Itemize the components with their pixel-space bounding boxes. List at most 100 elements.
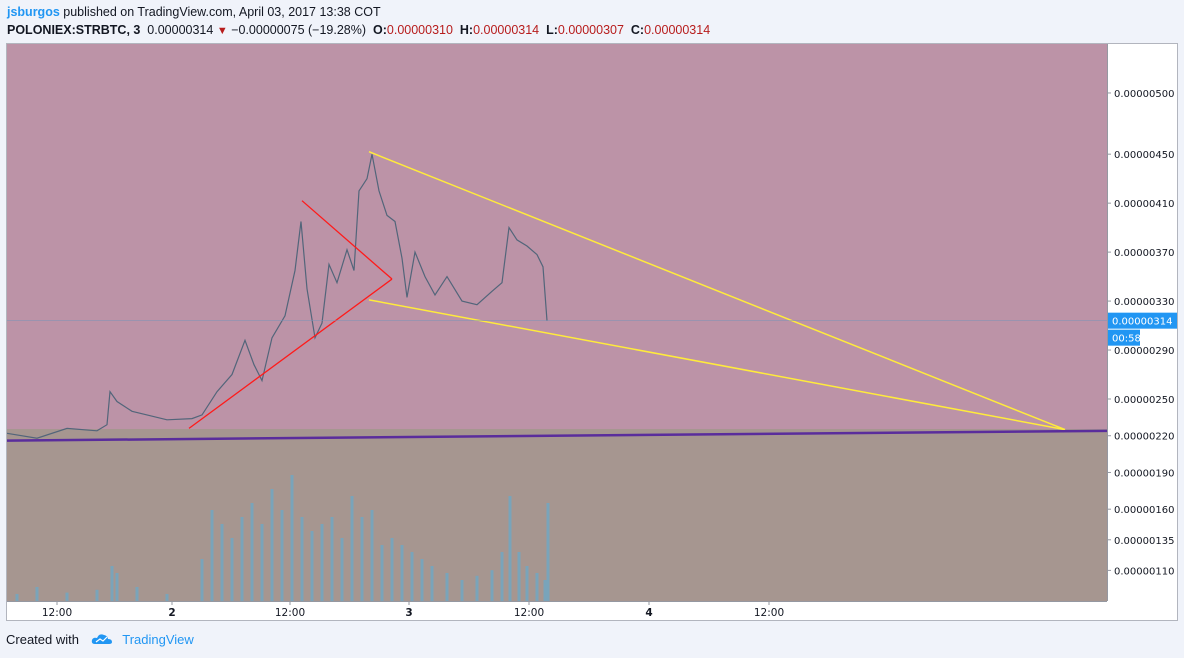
time-axis-label: 12:00 <box>754 607 784 619</box>
volume-bar <box>310 531 314 601</box>
volume-layer <box>15 475 550 601</box>
price-tags: 0.00000314 00:58 <box>1108 312 1177 346</box>
price-axis-label: 0.00000190 <box>1114 468 1174 479</box>
time-axis[interactable] <box>7 601 1107 620</box>
high-label: H: <box>459 23 474 37</box>
time-axis-label: 3 <box>405 607 412 619</box>
volume-bar <box>110 566 114 601</box>
last-price: 0.00000314 <box>147 23 214 37</box>
price-axis-label: 0.00000250 <box>1114 395 1174 406</box>
volume-bar <box>115 573 119 601</box>
volume-bar <box>35 587 39 601</box>
volume-bar <box>475 575 479 601</box>
volume-bar <box>517 552 521 601</box>
volume-bar <box>430 566 434 601</box>
volume-bar <box>220 524 224 601</box>
volume-bar <box>535 573 539 601</box>
tradingview-link[interactable]: TradingView <box>122 632 194 647</box>
volume-bar <box>445 573 449 601</box>
triangle-upper <box>301 200 393 280</box>
volume-bar <box>500 552 504 601</box>
last-price-tag-text: 0.00000314 <box>1112 317 1172 328</box>
price-axis-label: 0.00000410 <box>1114 199 1174 210</box>
price-chart[interactable]: 0.00000500 0.00000450 0.00000410 0.00000370… <box>7 44 1177 620</box>
down-arrow-icon: ▼ <box>216 25 228 37</box>
time-axis-label: 12:00 <box>42 607 72 619</box>
countdown-tag <box>1108 329 1140 346</box>
symbol-label: POLONIEX:STRBTC, 3 <box>7 23 141 37</box>
volume-bar <box>230 538 234 601</box>
open-label: O: <box>373 23 387 37</box>
chart-bg-upper <box>7 44 1107 429</box>
author-link[interactable]: jsburgos <box>7 5 60 19</box>
price-axis-label: 0.00000330 <box>1114 297 1174 308</box>
volume-bar <box>210 510 214 601</box>
volume-bar <box>260 524 264 601</box>
volume-bar <box>420 559 424 601</box>
volume-bar <box>320 524 324 601</box>
price-axis-label: 0.00000500 <box>1114 89 1174 100</box>
volume-bar <box>543 580 547 601</box>
volume-bar <box>350 496 354 601</box>
volume-bar <box>370 510 374 601</box>
footer: Created with TradingView <box>6 632 194 647</box>
price-axis-label: 0.00000160 <box>1114 505 1174 516</box>
open-value: 0.00000310 <box>386 23 453 37</box>
chart-bg-lower <box>7 429 1107 601</box>
chart-header: jsburgos published on TradingView.com, A… <box>0 0 1184 42</box>
time-axis-label: 2 <box>168 607 175 619</box>
price-series-line <box>7 154 548 439</box>
volume-bar <box>330 517 334 601</box>
price-change: −0.00000075 (−19.28%) <box>231 23 367 37</box>
low-value: 0.00000307 <box>557 23 624 37</box>
wedge-lower <box>368 299 1066 431</box>
time-axis-ticks: 12:00 2 12:00 3 12:00 4 12:00 <box>42 601 784 619</box>
volume-bar <box>135 587 139 601</box>
volume-bar <box>460 580 464 601</box>
volume-bar <box>360 517 364 601</box>
volume-bar <box>270 489 274 601</box>
close-value: 0.00000314 <box>644 23 711 37</box>
volume-bar <box>250 503 254 601</box>
created-with-text: Created with <box>6 632 79 647</box>
volume-bar <box>525 566 529 601</box>
volume-bar <box>200 559 204 601</box>
volume-bar <box>390 538 394 601</box>
volume-bar <box>410 552 414 601</box>
price-axis-ticks: 0.00000500 0.00000450 0.00000410 0.00000370… <box>1107 89 1174 577</box>
price-axis-label: 0.00000220 <box>1114 432 1174 443</box>
price-axis-label: 0.00000450 <box>1114 150 1174 161</box>
high-value: 0.00000314 <box>473 23 540 37</box>
volume-bar <box>400 545 404 601</box>
volume-bar <box>490 570 494 601</box>
volume-bar <box>340 538 344 601</box>
published-text: published on TradingView.com, April 03, … <box>63 5 381 19</box>
support-line <box>7 429 1108 442</box>
volume-bar <box>65 592 69 601</box>
price-axis-label: 0.00000370 <box>1114 248 1174 259</box>
chart-frame[interactable]: 0.00000500 0.00000450 0.00000410 0.00000370… <box>6 43 1178 621</box>
volume-bar <box>15 594 19 601</box>
volume-bar <box>280 510 284 601</box>
triangle-lower <box>188 278 393 429</box>
drawing-layer[interactable] <box>7 151 1108 442</box>
volume-bar <box>380 545 384 601</box>
low-label: L: <box>546 23 558 37</box>
last-price-tag <box>1108 312 1177 329</box>
time-axis-label: 4 <box>645 607 652 619</box>
volume-bar <box>290 475 294 601</box>
price-layer <box>7 154 548 439</box>
price-axis-label: 0.00000110 <box>1114 566 1174 577</box>
volume-bar <box>240 517 244 601</box>
ohlc-line: POLONIEX:STRBTC, 3 0.00000314 ▼ −0.00000… <box>7 23 710 37</box>
volume-bar <box>95 589 99 601</box>
volume-bar <box>546 503 550 601</box>
volume-bar <box>508 496 512 601</box>
volume-bar <box>165 594 169 601</box>
publish-line: jsburgos published on TradingView.com, A… <box>7 5 381 19</box>
tradingview-cloud-icon <box>91 634 112 644</box>
volume-bar <box>300 517 304 601</box>
time-axis-label: 12:00 <box>514 607 544 619</box>
price-axis-label: 0.00000290 <box>1114 346 1174 357</box>
close-label: C: <box>630 23 645 37</box>
